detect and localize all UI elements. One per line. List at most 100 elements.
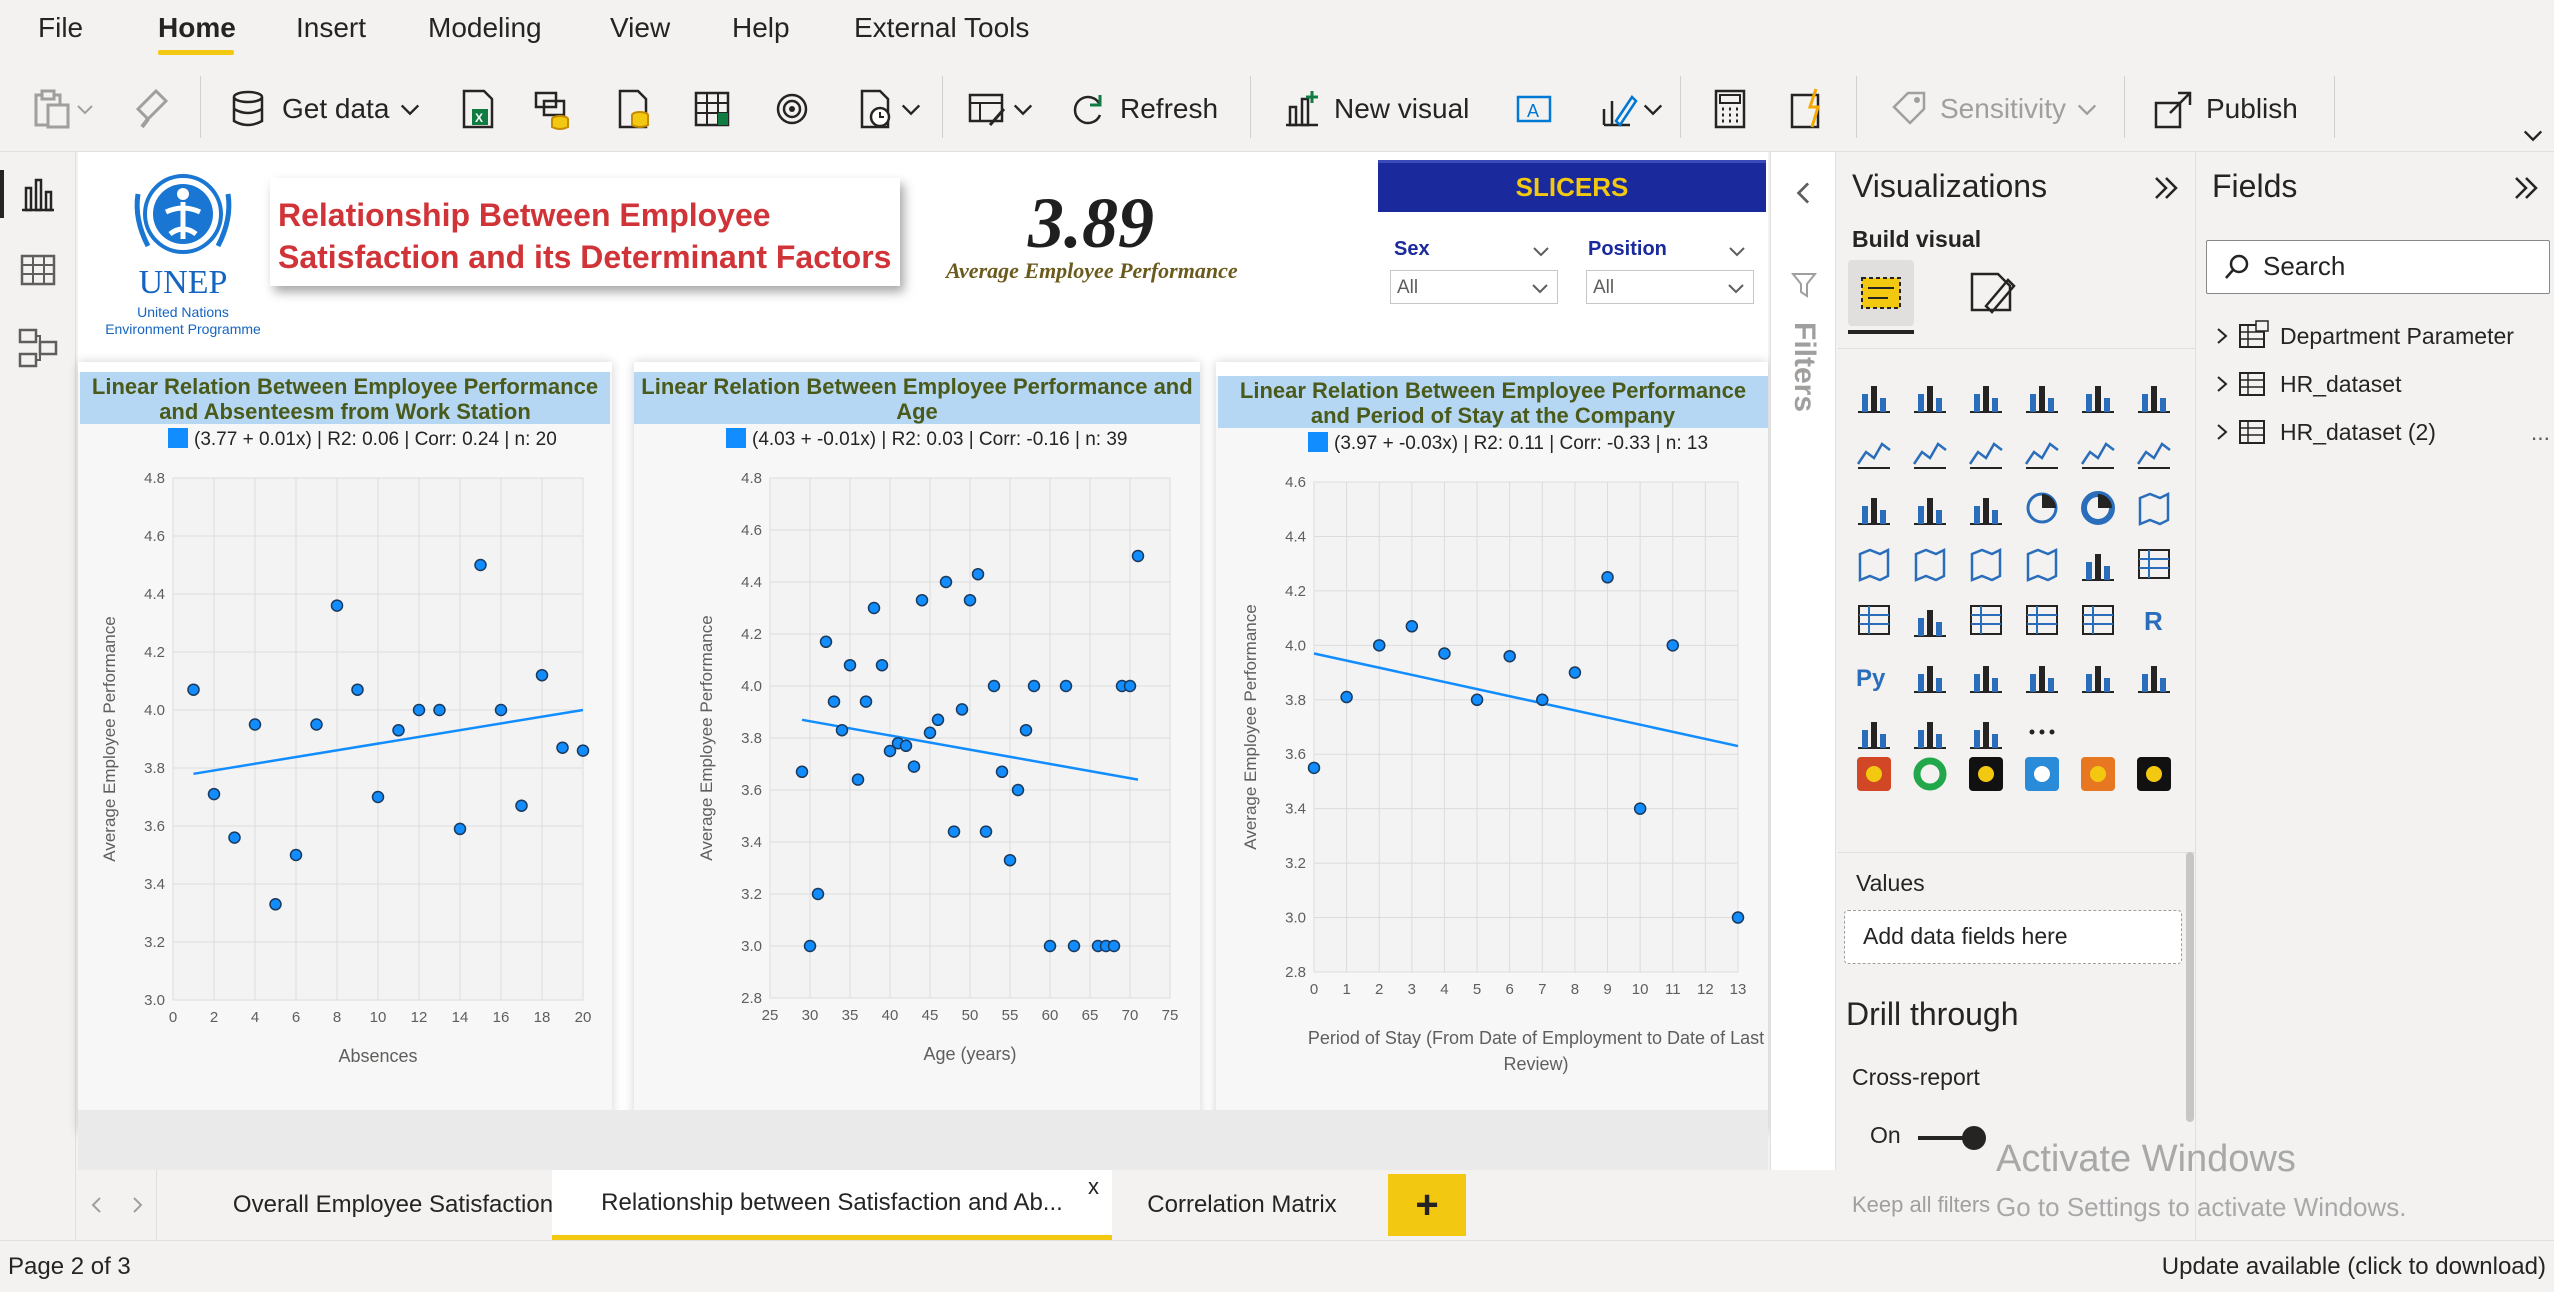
format-visual-tab[interactable]	[1958, 260, 2024, 326]
menu-view[interactable]: View	[610, 12, 671, 43]
custom-visual-network-icon[interactable]	[2078, 754, 2118, 794]
donut-icon[interactable]	[2078, 488, 2118, 528]
card-icon[interactable]	[2134, 544, 2174, 584]
build-visual-tab[interactable]	[1848, 260, 1914, 326]
update-available-link[interactable]: Update available (click to download)	[2161, 1253, 2546, 1280]
collapse-pane-icon[interactable]	[2508, 170, 2544, 206]
stacked-bar-icon[interactable]	[1854, 376, 1894, 416]
line-column-icon[interactable]	[2022, 432, 2062, 472]
custom-visual-ring-icon[interactable]	[1910, 754, 1950, 794]
new-measure-button[interactable]	[1708, 84, 1752, 134]
more-visuals-icon[interactable]	[2022, 712, 2062, 752]
line-clustered-column-icon[interactable]	[2078, 432, 2118, 472]
map-icon[interactable]	[1854, 544, 1894, 584]
gauge-icon[interactable]	[2078, 544, 2118, 584]
scatter-icon[interactable]	[1966, 488, 2006, 528]
more-visuals-button[interactable]	[1596, 84, 1666, 134]
power-automate-icon[interactable]	[1966, 712, 2006, 752]
funnel-icon[interactable]	[1910, 488, 1950, 528]
publish-button[interactable]: Publish	[2152, 84, 2298, 134]
get-data-button[interactable]: Get data	[228, 84, 423, 134]
clustered-bar-icon[interactable]	[1966, 376, 2006, 416]
qna-icon[interactable]	[2022, 656, 2062, 696]
goals-icon[interactable]	[2134, 656, 2174, 696]
filled-map-icon[interactable]	[1910, 544, 1950, 584]
chart-panel-age[interactable]: Linear Relation Between Employee Perform…	[634, 362, 1200, 1132]
key-influencers-icon[interactable]	[1910, 656, 1950, 696]
collapse-ribbon-icon[interactable]	[2520, 122, 2546, 148]
recent-sources-button[interactable]	[854, 84, 924, 134]
refresh-button[interactable]: Refresh	[1066, 84, 1218, 134]
excel-button[interactable]: X	[456, 84, 500, 134]
sql-server-button[interactable]	[612, 84, 656, 134]
menu-external-tools[interactable]: External Tools	[854, 12, 1030, 43]
smart-narrative-icon[interactable]	[2078, 656, 2118, 696]
dataflow-button[interactable]	[770, 84, 814, 134]
multi-row-card-icon[interactable]	[1854, 600, 1894, 640]
field-table-hr-dataset[interactable]: HR_dataset	[2212, 364, 2401, 404]
chevron-down-icon[interactable]	[1726, 240, 1748, 262]
table-icon[interactable]	[2022, 600, 2062, 640]
menu-home[interactable]: Home	[158, 12, 236, 43]
custom-visual-pro-icon[interactable]	[1966, 754, 2006, 794]
close-tab-icon[interactable]: x	[1088, 1174, 1099, 1199]
new-visual-button[interactable]: New visual	[1280, 84, 1469, 134]
stacked-column-icon[interactable]	[1910, 376, 1950, 416]
cross-report-toggle[interactable]	[1918, 1126, 1986, 1150]
treemap-icon[interactable]	[2134, 488, 2174, 528]
power-apps-icon[interactable]	[1910, 712, 1950, 752]
dataverse-button[interactable]	[530, 84, 574, 134]
kpi-icon[interactable]	[1910, 600, 1950, 640]
100-stacked-bar-icon[interactable]	[2078, 376, 2118, 416]
page-tab-overall-employee-satisfaction[interactable]: Overall Employee Satisfaction	[158, 1170, 628, 1240]
custom-visual-grid-icon[interactable]	[1854, 754, 1894, 794]
slicer-position-dropdown[interactable]: All	[1586, 270, 1754, 304]
field-table-department-parameter[interactable]: Department Parameter	[2212, 316, 2514, 356]
decomposition-tree-icon[interactable]	[1966, 656, 2006, 696]
data-view-icon[interactable]	[16, 248, 60, 292]
menu-help[interactable]: Help	[732, 12, 790, 43]
paginated-report-icon[interactable]	[1854, 712, 1894, 752]
azure-map-icon[interactable]	[2022, 544, 2062, 584]
add-data-fields-well[interactable]: Add data fields here	[1844, 910, 2182, 964]
custom-visual-sparkle-icon[interactable]	[2022, 754, 2062, 794]
chart-panel-absences[interactable]: Linear Relation Between Employee Perform…	[78, 362, 612, 1132]
menu-modeling[interactable]: Modeling	[428, 12, 542, 43]
line-chart-icon[interactable]	[1854, 432, 1894, 472]
model-view-icon[interactable]	[16, 326, 60, 370]
area-chart-icon[interactable]	[1910, 432, 1950, 472]
matrix-icon[interactable]	[2078, 600, 2118, 640]
chart-panel-period-of-stay[interactable]: Linear Relation Between Employee Perform…	[1216, 362, 1768, 1132]
r-visual-icon[interactable]: R	[2134, 600, 2174, 640]
slicer-sex-dropdown[interactable]: All	[1390, 270, 1558, 304]
chevron-left-icon[interactable]	[1789, 178, 1819, 208]
menu-insert[interactable]: Insert	[296, 12, 367, 43]
collapse-pane-icon[interactable]	[2148, 170, 2184, 206]
viz-pane-scrollbar[interactable]	[2186, 852, 2194, 1122]
fields-search-input[interactable]: Search	[2206, 240, 2550, 294]
menu-file[interactable]: File	[38, 12, 84, 43]
enter-data-button[interactable]	[690, 84, 734, 134]
clustered-column-icon[interactable]	[2022, 376, 2062, 416]
waterfall-icon[interactable]	[1854, 488, 1894, 528]
transform-data-button[interactable]	[966, 84, 1036, 134]
page-tab-correlation-matrix[interactable]: Correlation Matrix	[1112, 1170, 1372, 1240]
add-page-button[interactable]: +	[1388, 1174, 1466, 1236]
filters-pane-collapsed[interactable]: Filters	[1770, 152, 1836, 1170]
report-view-icon[interactable]	[16, 172, 60, 216]
pie-icon[interactable]	[2022, 488, 2062, 528]
custom-visual-dark-icon[interactable]	[2134, 754, 2174, 794]
more-options-icon[interactable]: ...	[2530, 418, 2550, 445]
page-tab-relationship[interactable]: Relationship between Satisfaction and Ab…	[552, 1170, 1112, 1240]
shape-map-icon[interactable]	[1966, 544, 2006, 584]
paste-button[interactable]	[30, 84, 96, 134]
stacked-area-icon[interactable]	[1966, 432, 2006, 472]
format-painter-button[interactable]	[130, 84, 174, 134]
quick-measure-button[interactable]	[1786, 84, 1830, 134]
ribbon-chart-icon[interactable]	[2134, 432, 2174, 472]
slicer-icon[interactable]	[1966, 600, 2006, 640]
chevron-down-icon[interactable]	[1530, 240, 1552, 262]
scroll-right-icon[interactable]	[126, 1194, 148, 1216]
100-stacked-column-icon[interactable]	[2134, 376, 2174, 416]
text-box-button[interactable]: A	[1512, 84, 1556, 134]
